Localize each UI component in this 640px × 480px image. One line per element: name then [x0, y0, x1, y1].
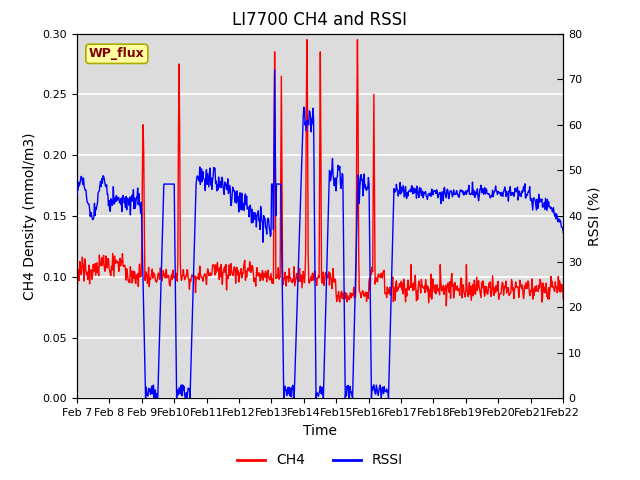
Title: LI7700 CH4 and RSSI: LI7700 CH4 and RSSI — [232, 11, 408, 29]
Legend: CH4, RSSI: CH4, RSSI — [232, 448, 408, 473]
Text: WP_flux: WP_flux — [89, 48, 145, 60]
Y-axis label: RSSI (%): RSSI (%) — [588, 186, 602, 246]
Y-axis label: CH4 Density (mmol/m3): CH4 Density (mmol/m3) — [23, 132, 36, 300]
X-axis label: Time: Time — [303, 424, 337, 438]
